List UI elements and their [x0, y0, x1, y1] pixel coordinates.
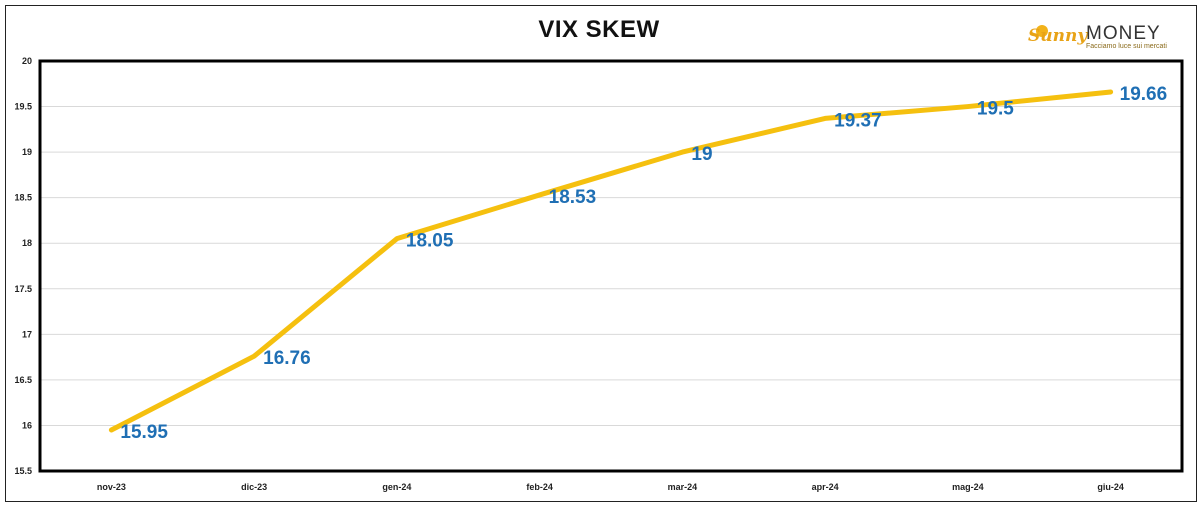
- x-tick-label: apr-24: [812, 482, 839, 492]
- y-tick-label: 17: [22, 329, 32, 339]
- x-tick-label: nov-23: [97, 482, 126, 492]
- data-label: 16.76: [263, 348, 311, 369]
- y-tick-label: 15.5: [14, 466, 32, 476]
- data-label: 19.5: [977, 99, 1014, 120]
- series-layer: [108, 89, 1114, 433]
- data-labels: 15.95 16.76 18.05 18.53 19 19.37 19.5 19.66: [120, 84, 1167, 443]
- data-label: 18.05: [406, 231, 454, 252]
- x-tick-label: giu-24: [1097, 482, 1124, 492]
- data-label: 19.66: [1120, 84, 1168, 105]
- x-tick-label: gen-24: [382, 482, 411, 492]
- data-label: 19.37: [834, 110, 882, 131]
- logo-tagline: Facciamo luce sui mercati: [1086, 43, 1167, 50]
- x-tick-label: mag-24: [952, 482, 984, 492]
- brand-logo: Sunny MONEY Facciamo luce sui mercati: [1028, 23, 1167, 50]
- gridlines: [40, 60, 1182, 472]
- data-label: 19: [691, 144, 712, 165]
- logo-brand-part2: MONEY: [1086, 23, 1161, 44]
- y-tick-label: 16.5: [14, 375, 32, 385]
- logo-brand-part1: Sunny: [1028, 26, 1088, 46]
- chart-title: VIX SKEW: [538, 16, 660, 43]
- y-tick-label: 20: [22, 56, 32, 66]
- y-tick-label: 17.5: [14, 284, 32, 294]
- plot-area-border: [38, 59, 1184, 473]
- x-tick-label: dic-23: [241, 482, 267, 492]
- sun-icon: [1036, 25, 1048, 37]
- x-tick-label: mar-24: [668, 482, 698, 492]
- data-label: 15.95: [120, 422, 168, 443]
- data-label: 18.53: [549, 187, 597, 208]
- x-axis-ticks: nov-23 dic-23 gen-24 feb-24 mar-24 apr-24 mag-…: [97, 482, 1124, 492]
- x-tick-label: feb-24: [526, 482, 553, 492]
- series-line: [108, 89, 1114, 433]
- y-tick-label: 19.5: [14, 102, 32, 112]
- y-axis-ticks: 15.5 16 16.5 17 17.5 18 18.5 19 19.5 20: [14, 56, 32, 476]
- y-tick-label: 16: [22, 420, 32, 430]
- y-tick-label: 19: [22, 147, 32, 157]
- y-tick-label: 18: [22, 238, 32, 248]
- y-tick-label: 18.5: [14, 193, 32, 203]
- chart-frame: [5, 5, 1197, 502]
